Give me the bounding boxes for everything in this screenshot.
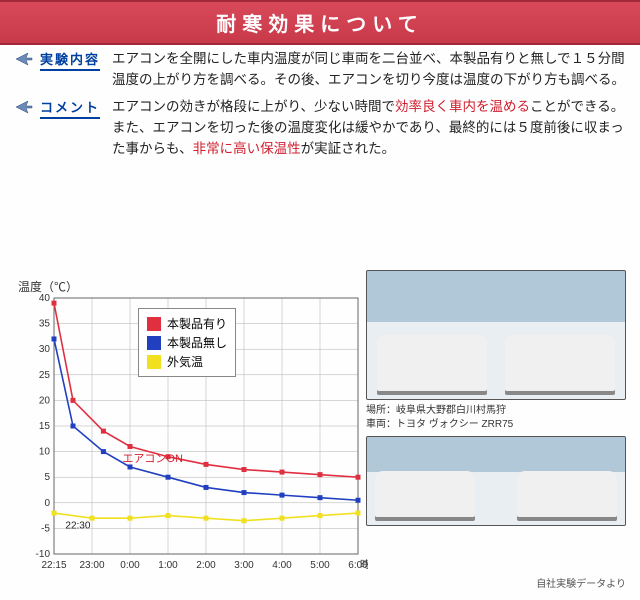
legend-swatch-2 xyxy=(147,355,161,369)
svg-text:10: 10 xyxy=(39,447,51,458)
experiment-label: 実験内容 xyxy=(40,49,100,71)
svg-text:エアコンON: エアコンON xyxy=(122,453,183,465)
svg-text:5:00: 5:00 xyxy=(310,560,330,571)
svg-text:0:00: 0:00 xyxy=(120,560,140,571)
pointer-icon xyxy=(14,99,34,115)
legend-swatch-0 xyxy=(147,317,161,331)
svg-text:25: 25 xyxy=(39,370,51,381)
pointer-icon xyxy=(14,51,34,67)
photo-top xyxy=(366,270,626,400)
legend-label-0: 本製品有り xyxy=(167,315,227,332)
svg-text:1:00: 1:00 xyxy=(158,560,178,571)
svg-text:-5: -5 xyxy=(41,523,50,534)
comment-section: コメント エアコンの効きが格段に上がり、少ない時間で効率良く車内を温めることがで… xyxy=(0,93,640,162)
svg-text:4:00: 4:00 xyxy=(272,560,292,571)
svg-text:20: 20 xyxy=(39,395,51,406)
page-title: 耐寒効果について xyxy=(0,0,640,45)
svg-text:40: 40 xyxy=(39,293,51,304)
svg-text:-10: -10 xyxy=(36,549,51,560)
legend-label-1: 本製品無し xyxy=(167,334,227,351)
svg-text:30: 30 xyxy=(39,344,51,355)
svg-text:22:30: 22:30 xyxy=(65,520,90,531)
experiment-section: 実験内容 エアコンを全開にした車内温度が同じ車両を二台並べ、本製品有りと無しで１… xyxy=(0,45,640,93)
experiment-text: エアコンを全開にした車内温度が同じ車両を二台並べ、本製品有りと無しで１５分間温度… xyxy=(112,49,626,91)
photo-bottom xyxy=(366,436,626,526)
svg-text:3:00: 3:00 xyxy=(234,560,254,571)
legend-swatch-1 xyxy=(147,336,161,350)
footer-note: 自社実験データより xyxy=(536,575,626,590)
legend-label-2: 外気温 xyxy=(167,353,203,370)
comment-label: コメント xyxy=(40,97,100,119)
svg-text:22:15: 22:15 xyxy=(41,560,66,571)
svg-text:35: 35 xyxy=(39,319,51,330)
photo-caption: 場所：岐阜県大野郡白川村馬狩 車両：トヨタ ヴォクシー ZRR75 xyxy=(366,404,626,432)
svg-text:15: 15 xyxy=(39,421,51,432)
svg-text:5: 5 xyxy=(44,472,50,483)
svg-text:時刻: 時刻 xyxy=(360,558,368,571)
comment-text: エアコンの効きが格段に上がり、少ない時間で効率良く車内を温めることができる。 ま… xyxy=(112,97,626,160)
svg-text:0: 0 xyxy=(44,498,50,509)
chart-legend: 本製品有り 本製品無し 外気温 xyxy=(138,308,236,377)
photo-panel: 場所：岐阜県大野郡白川村馬狩 車両：トヨタ ヴォクシー ZRR75 xyxy=(366,270,626,526)
svg-text:23:00: 23:00 xyxy=(79,560,104,571)
temperature-chart: 温度（℃） -10-5051015202530354022:1523:000:0… xyxy=(18,278,368,578)
svg-text:2:00: 2:00 xyxy=(196,560,216,571)
